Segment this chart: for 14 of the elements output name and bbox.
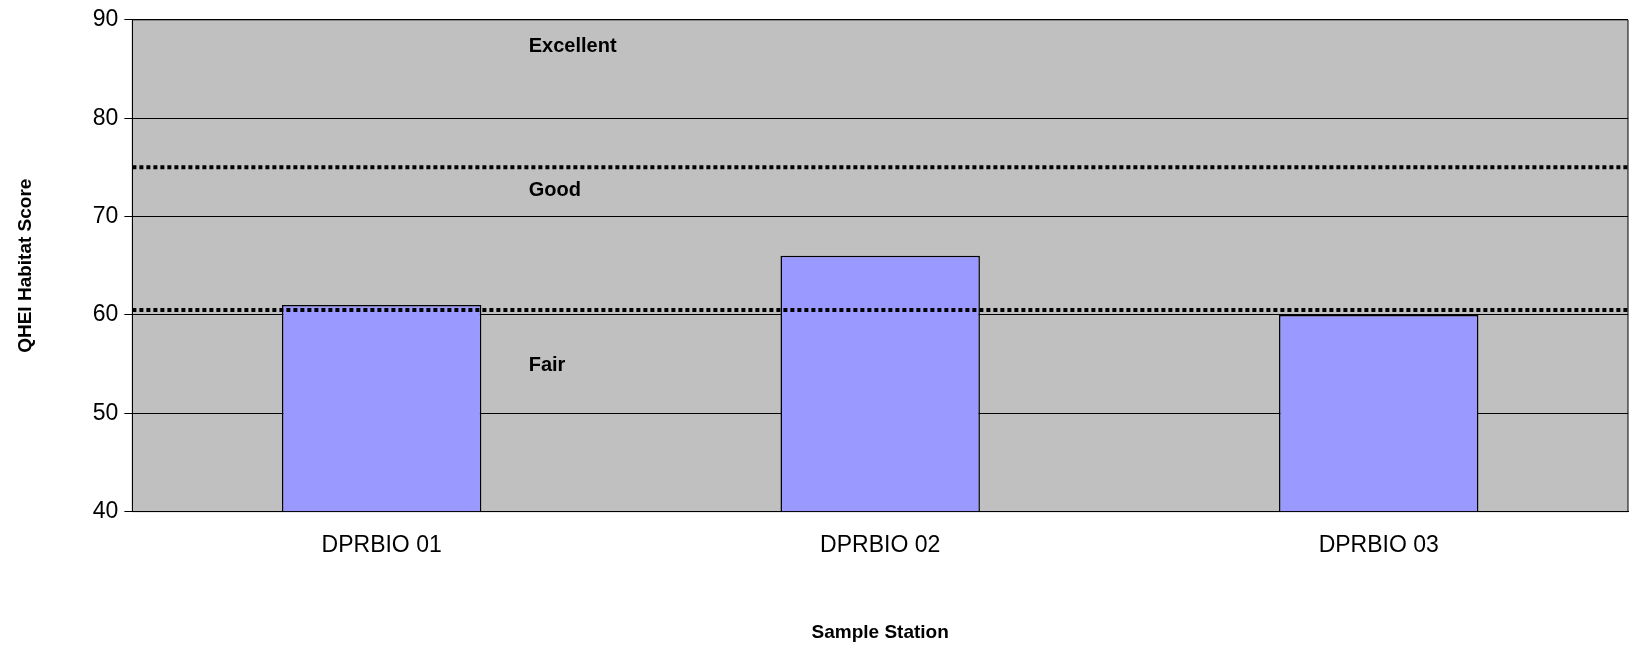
y-tick-label: 90 — [92, 5, 119, 32]
y-tick-label: 40 — [92, 496, 119, 523]
annotation: Excellent — [528, 34, 617, 57]
y-tick-label: 50 — [92, 398, 119, 425]
y-axis-title: QHEI Habitat Score — [13, 178, 35, 353]
annotation: Fair — [528, 352, 566, 375]
y-tick-label: 70 — [92, 201, 119, 228]
x-tick-label: DPRBIO 01 — [321, 530, 442, 557]
x-axis-title: Sample Station — [811, 620, 949, 642]
annotation: Good — [528, 177, 581, 200]
y-tick-label: 60 — [92, 300, 119, 327]
y-tick-label: 80 — [92, 103, 119, 130]
x-tick-label: DPRBIO 02 — [820, 530, 941, 557]
x-tick-label: DPRBIO 03 — [1318, 530, 1439, 557]
